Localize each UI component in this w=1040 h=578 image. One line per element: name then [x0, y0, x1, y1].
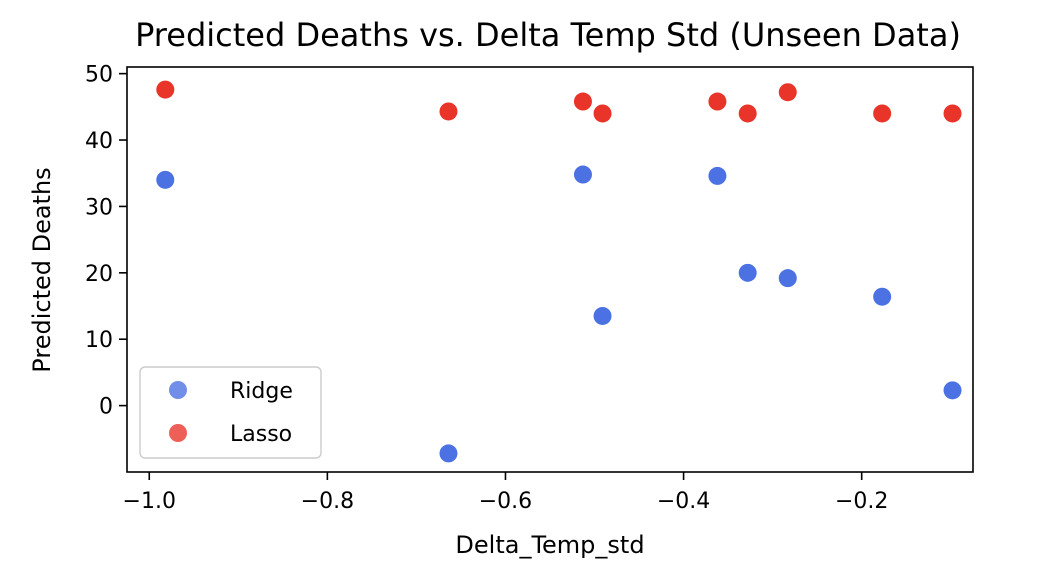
y-tick-label: 30 [85, 195, 113, 220]
y-tick-label: 40 [85, 129, 113, 154]
legend: Ridge Lasso [139, 366, 322, 459]
y-tick-label: 20 [85, 262, 113, 287]
data-point-ridge [738, 263, 757, 282]
data-point-lasso [156, 80, 175, 99]
data-point-ridge [873, 287, 892, 306]
data-points [156, 80, 962, 463]
data-point-lasso [943, 104, 962, 123]
x-tick-label: −0.2 [835, 489, 888, 514]
data-point-ridge [573, 165, 592, 184]
plot-area: −1.0 −0.8 −0.6 −0.4 −0.2 0 10 20 30 40 50 [85, 63, 974, 514]
y-tick-label: 0 [99, 395, 113, 420]
data-point-ridge [156, 170, 175, 189]
x-tick-label: −0.4 [657, 489, 710, 514]
data-point-lasso [778, 83, 797, 102]
data-point-ridge [439, 444, 458, 463]
data-point-lasso [439, 102, 458, 121]
legend-marker-ridge [169, 381, 187, 399]
data-point-lasso [738, 104, 757, 123]
data-point-ridge [708, 166, 727, 185]
x-tick-label: −1.0 [123, 489, 176, 514]
legend-marker-lasso [169, 424, 187, 442]
y-tick-label: 10 [85, 328, 113, 353]
data-point-ridge [593, 306, 612, 325]
data-point-ridge [778, 269, 797, 288]
data-point-lasso [593, 104, 612, 123]
plot-frame [126, 66, 974, 473]
x-tick-label: −0.6 [479, 489, 532, 514]
y-tick-label: 50 [85, 63, 113, 88]
y-axis-label: Predicted Deaths [28, 167, 56, 372]
x-axis-label: Delta_Temp_std [455, 531, 644, 559]
data-point-lasso [708, 92, 727, 111]
chart-title: Predicted Deaths vs. Delta Temp Std (Uns… [135, 16, 961, 54]
x-axis: −1.0 −0.8 −0.6 −0.4 −0.2 [123, 472, 888, 514]
data-point-lasso [873, 104, 892, 123]
data-point-lasso [573, 92, 592, 111]
y-axis: 0 10 20 30 40 50 [85, 63, 127, 420]
legend-label-ridge: Ridge [230, 379, 293, 404]
x-tick-label: −0.8 [301, 489, 354, 514]
legend-label-lasso: Lasso [230, 422, 292, 447]
data-point-ridge [943, 381, 962, 400]
